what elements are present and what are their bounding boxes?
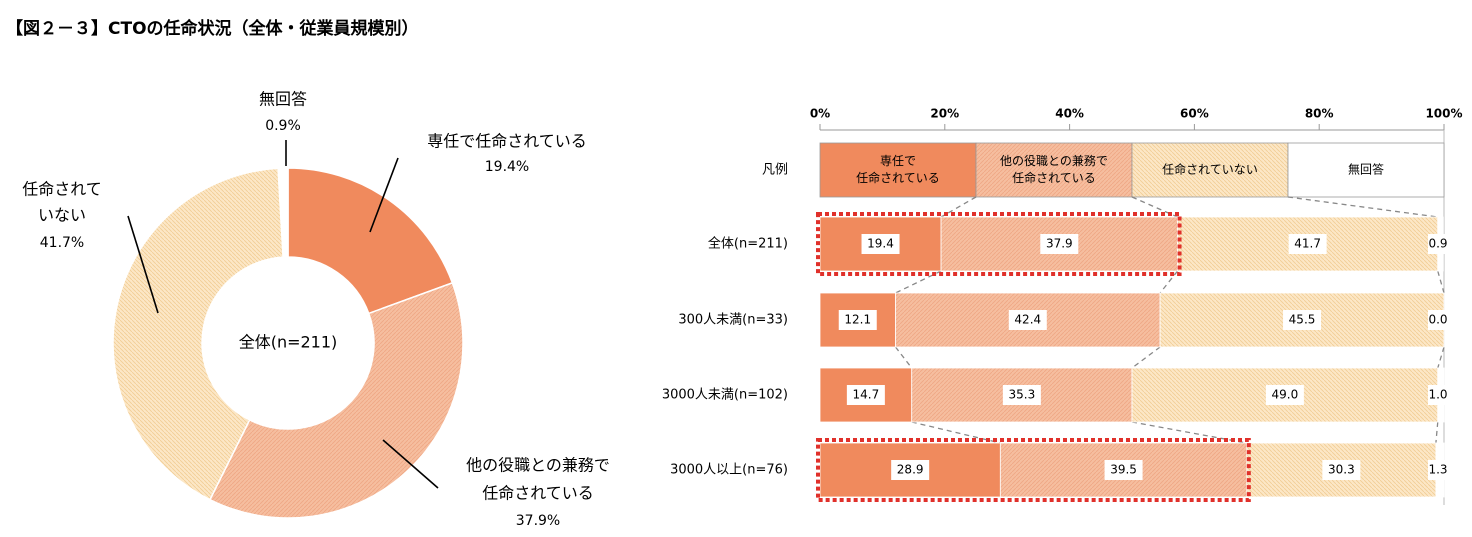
leader-line-kenmu: [382, 439, 439, 489]
stacked-bar-chart: 0% 20% 40% 60% 80% 100%凡例専任で任命されている他の役職との兼務で任…: [662, 107, 1463, 505]
highlight-box: [816, 212, 1182, 276]
value-label-box: [1428, 460, 1448, 480]
donut-value-senin: 19.4%: [485, 159, 529, 175]
value-label-not_appointed: 45.5: [1289, 313, 1316, 327]
legend-text-not_appointed: 任命されていない: [1162, 162, 1258, 177]
donut-label-kenmu: 他の役職との兼務で: [466, 456, 610, 475]
x-tick-label: 0%: [810, 107, 830, 121]
value-label-box: [1040, 234, 1079, 254]
connector-line: [894, 346, 913, 369]
connector-line: [1435, 421, 1439, 444]
value-label-not_appointed: 41.7: [1294, 237, 1321, 251]
x-tick-label: 40%: [1055, 107, 1084, 121]
connector-line: [1437, 270, 1445, 294]
value-label-no_answer: 1.0: [1428, 388, 1447, 402]
donut-slice-kenmu: [208, 281, 464, 519]
category-label: 3000人未満(n=102): [662, 388, 788, 403]
value-label-no_answer: 0.9: [1428, 237, 1447, 251]
category-label: 300人未満(n=33): [678, 313, 788, 328]
donut-slice-not_appointed: [112, 167, 284, 501]
legend-text-senin: 任命されている: [856, 170, 940, 185]
connector-line: [1287, 196, 1438, 218]
value-label-box: [1283, 310, 1322, 330]
legend-row-label: 凡例: [762, 163, 788, 178]
value-label-senin: 28.9: [897, 463, 924, 477]
donut-value-kenmu: 37.9%: [516, 513, 560, 529]
legend-segment-no_answer: [1287, 142, 1445, 198]
value-label-box: [1288, 234, 1327, 254]
donut-value-no_answer: 0.9%: [265, 118, 301, 134]
category-label: 全体(n=211): [708, 236, 788, 252]
value-label-box: [1428, 385, 1448, 405]
value-label-box: [838, 310, 877, 330]
donut-label-kenmu: 任命されている: [482, 484, 594, 503]
value-label-senin: 19.4: [867, 237, 894, 251]
bar-segment-not_appointed: [1159, 292, 1445, 348]
legend-text-no_answer: 無回答: [1348, 162, 1384, 177]
connector-line: [1131, 346, 1161, 369]
legend-segment-kenmu: [975, 142, 1133, 198]
legend-text-kenmu: 任命されている: [1012, 170, 1096, 185]
category-label: 3000人以上(n=76): [670, 463, 788, 478]
value-label-no_answer: 1.3: [1428, 463, 1447, 477]
value-label-not_appointed: 49.0: [1272, 388, 1299, 402]
value-label-kenmu: 37.9: [1046, 237, 1073, 251]
legend-segment-senin: [819, 142, 977, 198]
value-label-kenmu: 39.5: [1110, 463, 1137, 477]
value-label-box: [1428, 234, 1448, 254]
donut-label-senin: 専任で任命されている: [427, 132, 587, 151]
donut-label-not_appointed: 任命されて: [22, 180, 102, 199]
donut-label-not_appointed: いない: [38, 206, 86, 225]
connector-line: [1437, 346, 1445, 369]
legend-segment-not_appointed: [1131, 142, 1289, 198]
legend-text-senin: 専任で: [880, 154, 916, 168]
value-label-senin: 12.1: [844, 313, 871, 327]
value-label-box: [1002, 385, 1041, 405]
x-tick-label: 80%: [1305, 107, 1334, 121]
donut-center-label: 全体(n=211): [239, 333, 338, 352]
value-label-box: [1322, 460, 1361, 480]
donut-slice-no_answer: [277, 167, 289, 258]
donut-slice-senin: [287, 167, 454, 315]
connector-line: [940, 196, 977, 218]
figure-title: 【図２－３】CTOの任命状況（全体・従業員規模別）: [6, 19, 419, 39]
x-tick-label: 20%: [930, 107, 959, 121]
value-label-kenmu: 35.3: [1009, 388, 1036, 402]
value-label-not_appointed: 30.3: [1328, 463, 1355, 477]
donut-value-not_appointed: 41.7%: [40, 235, 84, 251]
value-label-kenmu: 42.4: [1014, 313, 1041, 327]
leader-line-senin: [369, 157, 399, 233]
value-label-senin: 14.7: [853, 388, 880, 402]
x-tick-label: 100%: [1425, 107, 1462, 121]
donut-label-no_answer: 無回答: [259, 90, 307, 109]
value-label-box: [1104, 460, 1143, 480]
connector-line: [911, 421, 1001, 444]
value-label-box: [846, 385, 885, 405]
leader-line-not_appointed: [127, 215, 159, 314]
connector-line: [1159, 270, 1179, 294]
x-tick-label: 60%: [1180, 107, 1209, 121]
value-label-box: [1008, 310, 1047, 330]
legend-text-kenmu: 他の役職との兼務で: [1000, 153, 1108, 168]
value-label-box: [891, 460, 930, 480]
value-label-box: [1265, 385, 1304, 405]
value-label-box: [861, 234, 900, 254]
connector-line: [1131, 421, 1247, 444]
value-label-box: [1428, 310, 1448, 330]
value-label-no_answer: 0.0: [1428, 313, 1447, 327]
